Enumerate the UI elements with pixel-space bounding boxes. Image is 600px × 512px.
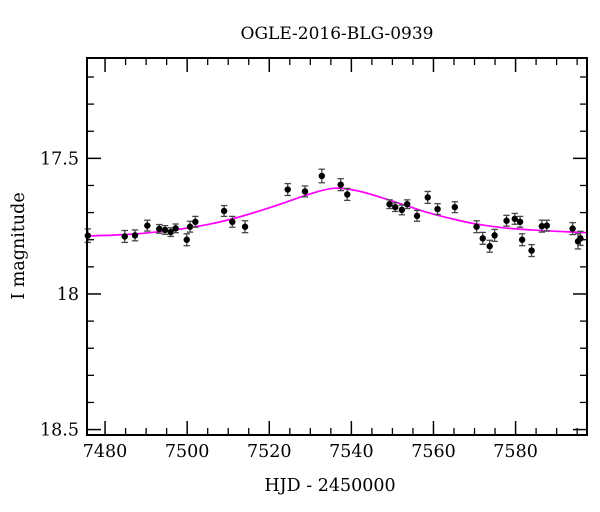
data-point	[144, 222, 151, 229]
model-curve	[86, 187, 588, 237]
plot-frame	[86, 57, 588, 436]
data-point	[577, 235, 584, 242]
data-point	[161, 226, 169, 234]
plot-title: OGLE-2016-BLG-0939	[241, 24, 434, 44]
model-curve-layer	[86, 187, 588, 237]
data-point	[516, 218, 524, 226]
data-point	[528, 247, 535, 254]
data-point	[569, 225, 576, 232]
axes-frame-layer	[86, 57, 588, 436]
data-point-group	[301, 185, 309, 198]
data-point	[337, 181, 344, 188]
data-point-group	[183, 233, 190, 247]
data-point	[183, 236, 190, 243]
data-point-group	[538, 219, 546, 233]
data-point	[518, 236, 526, 243]
data-point-group	[434, 202, 441, 216]
data-point	[413, 212, 421, 220]
y-tick-label: 18.5	[40, 421, 79, 441]
data-point	[220, 207, 228, 215]
data-point-group	[491, 228, 498, 242]
data-point	[386, 200, 393, 208]
x-tick-label: 7500	[165, 442, 210, 462]
data-point	[192, 218, 199, 226]
data-point	[511, 215, 518, 223]
data-point-group	[156, 223, 163, 234]
data-point	[398, 206, 406, 214]
data-point-group	[528, 243, 535, 258]
data-point	[344, 191, 351, 198]
data-point	[434, 205, 441, 213]
x-tick-label: 7480	[83, 442, 128, 462]
data-point-group	[413, 209, 421, 222]
data-point-group	[318, 168, 326, 184]
data-point	[241, 223, 249, 230]
x-axis-title: HJD - 2450000	[264, 476, 395, 496]
data-point-group	[392, 202, 399, 213]
data-point	[318, 172, 326, 180]
data-point-group	[220, 204, 228, 218]
data-point	[229, 218, 236, 226]
data-point-group	[543, 219, 550, 232]
data-point	[491, 232, 498, 239]
x-tick-label: 7580	[493, 442, 538, 462]
data-point	[156, 225, 163, 233]
tick-marks-layer	[87, 58, 587, 435]
data-point-group	[473, 220, 480, 234]
data-point	[538, 222, 546, 230]
data-point	[186, 223, 194, 230]
data-point-group	[144, 219, 151, 232]
y-tick-label: 18	[57, 285, 79, 305]
data-point-group	[569, 221, 576, 236]
data-point	[131, 232, 139, 239]
data-point-group	[424, 190, 431, 205]
data-point-group	[503, 214, 510, 227]
x-tick-label: 7540	[329, 442, 374, 462]
data-point	[121, 233, 128, 240]
data-point-group	[479, 231, 486, 245]
data-point	[167, 228, 174, 236]
x-tick-label: 7520	[247, 442, 292, 462]
data-point-group	[241, 220, 249, 234]
data-point-group	[398, 204, 406, 216]
data-point	[424, 194, 431, 201]
data-point-group	[229, 215, 236, 228]
data-point-group	[518, 233, 526, 247]
data-point	[543, 222, 550, 229]
data-point-group	[172, 223, 179, 234]
data-point-group	[186, 220, 194, 233]
data-point	[172, 225, 179, 232]
data-point	[403, 200, 411, 208]
data-point-group	[344, 187, 351, 202]
data-point-group	[121, 229, 128, 244]
data-point-group	[516, 215, 524, 228]
y-tick-label: 17.5	[40, 149, 79, 169]
data-point	[486, 243, 493, 250]
data-point-group	[161, 224, 169, 235]
data-point	[473, 223, 480, 230]
y-axis-title: I magnitude	[9, 192, 29, 299]
data-point-group	[451, 201, 459, 214]
data-point-group	[192, 215, 199, 228]
data-point-group	[386, 199, 393, 210]
data-point	[451, 203, 459, 211]
data-point-group	[511, 212, 518, 225]
x-tick-label: 7560	[411, 442, 456, 462]
data-points-layer	[84, 168, 584, 258]
data-point-group	[486, 239, 493, 253]
data-point-group	[131, 229, 139, 242]
data-point	[284, 186, 291, 193]
data-point	[301, 188, 309, 195]
data-point-group	[337, 178, 344, 192]
data-point	[503, 217, 510, 224]
data-point-group	[403, 199, 411, 210]
data-point	[392, 203, 399, 211]
data-point-group	[284, 182, 291, 197]
tick-labels-layer: 7480 7500 7520 7540 7560 7580 17.5 18 18.5	[40, 149, 538, 462]
data-point	[479, 235, 486, 242]
